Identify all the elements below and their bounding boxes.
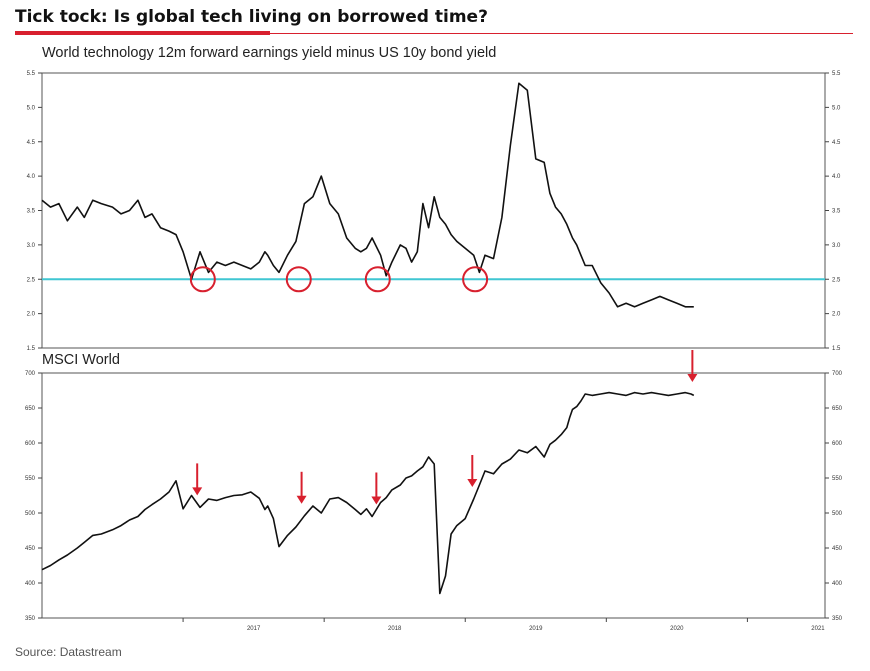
bottom-chart-ytick-label-right: 400 [832,581,843,587]
bottom-chart-ytick-label-right: 600 [832,441,843,447]
headline: Tick tock: Is global tech living on borr… [15,7,488,27]
top-chart-ytick-label-right: 5.5 [832,71,841,77]
bottom-chart-panel: 350 350 400 400 450 450 500 500 550 550 600 600 650 6… [25,350,843,632]
bottom-chart-highlight-arrow [687,350,698,382]
top-chart-ytick-label-right: 3.5 [832,209,841,215]
top-chart-ytick-label-left: 2.0 [27,312,36,318]
headline-accent [15,31,270,35]
top-chart-ytick-label-right: 2.5 [832,277,841,283]
bottom-chart-ytick-label-right: 500 [832,511,843,517]
top-chart-ytick-label-right: 4.5 [832,140,841,146]
bottom-chart-arrow-head [687,374,698,382]
top-chart-frame [41,72,826,349]
top-chart-highlight-circle [189,266,216,293]
top-chart-highlight-circle [285,266,312,293]
bottom-chart-xtick-label: 2017 [247,626,261,632]
top-chart-ytick-label-right: 5.0 [832,105,841,111]
top-chart-ytick-label-left: 3.0 [27,243,36,249]
top-panel-title: World technology 12m forward earnings yi… [42,45,497,61]
bottom-chart-highlight-arrow [192,463,203,496]
bottom-chart-ytick-label-left: 650 [25,406,36,412]
bottom-chart-arrow-head [371,496,382,505]
bottom-chart-ytick-label-left: 700 [25,371,36,377]
top-chart-series-line-0 [41,82,694,308]
bottom-chart-arrow-head [192,487,203,496]
top-chart-ytick-label-left: 1.5 [27,346,36,352]
top-chart-ytick-label-right: 1.5 [832,346,841,352]
bottom-chart-xtick-label: 2021 [811,626,825,632]
top-chart-ytick-label-left: 5.5 [27,71,36,77]
bottom-chart-ytick-label-right: 350 [832,616,843,622]
bottom-chart-ytick-label-right: 450 [832,546,843,552]
bottom-chart-ytick-label-right: 700 [832,371,843,377]
top-chart-ytick-label-right: 3.0 [832,243,841,249]
bottom-chart-ytick-label-right: 650 [832,406,843,412]
bottom-chart-highlight-arrow [296,471,307,504]
bottom-chart-ytick-label-left: 450 [25,546,36,552]
bottom-panel-title: MSCI World [42,352,120,368]
bottom-chart-ytick-label-left: 350 [25,616,36,622]
bottom-chart-xtick-label: 2018 [388,626,402,632]
bottom-chart-highlight-arrow [371,472,382,505]
bottom-chart-series-line-0 [41,391,695,595]
bottom-chart-ytick-label-left: 400 [25,581,36,587]
top-chart-ytick-label-right: 2.0 [832,312,841,318]
top-chart-ytick-label-left: 2.5 [27,277,36,283]
headline-rule [15,33,853,34]
bottom-chart-ytick-label-left: 550 [25,476,36,482]
top-chart-ytick-label-left: 4.5 [27,140,36,146]
bottom-chart-ytick-label-right: 550 [832,476,843,482]
top-chart-ytick-label-left: 5.0 [27,105,36,111]
source-note: Source: Datastream [15,645,122,659]
bottom-chart-frame [41,372,826,619]
top-chart-panel: 1.5 1.5 2.0 2.0 2.5 2.5 3.0 3.0 3.5 3.5 4.0 4.0 4.5 4… [27,71,841,352]
bottom-chart-xtick-label: 2020 [670,626,684,632]
top-chart-ytick-label-right: 4.0 [832,174,841,180]
top-chart-highlight-circle [364,266,391,293]
bottom-chart-arrow-head [296,495,307,504]
bottom-chart-highlight-arrow [467,455,478,487]
bottom-chart-ytick-label-left: 600 [25,441,36,447]
top-chart-highlight-circle [462,266,489,293]
top-chart-ytick-label-left: 4.0 [27,174,36,180]
top-chart-ytick-label-left: 3.5 [27,209,36,215]
bottom-chart-arrow-head [467,479,478,487]
bottom-chart-xtick-label: 2019 [529,626,543,632]
bottom-chart-ytick-label-left: 500 [25,511,36,517]
